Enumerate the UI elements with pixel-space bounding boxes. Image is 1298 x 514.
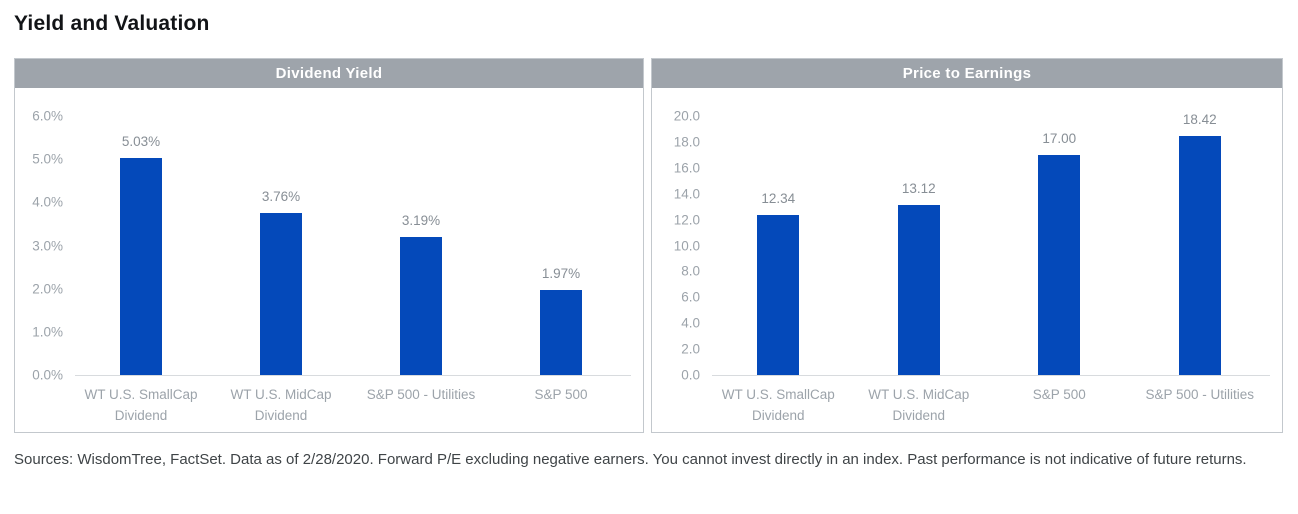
y-tick-label: 6.0% <box>32 108 63 124</box>
bar-value-label: 18.42 <box>1182 112 1217 128</box>
y-tick-label: 12.0 <box>673 212 700 228</box>
y-tick-label: 3.0% <box>32 238 63 253</box>
x-category-label: S&P 500 <box>534 387 588 402</box>
bar-value-label: 3.76% <box>261 188 301 204</box>
bar <box>400 237 442 375</box>
y-tick-label: 1.0% <box>32 324 63 340</box>
y-tick-label: 16.0 <box>673 160 700 176</box>
report-page: Yield and Valuation Dividend Yield 6.0% 5… <box>14 12 1283 468</box>
bar-value-label: 5.03% <box>121 133 161 149</box>
y-tick-label: 5.0% <box>32 151 63 167</box>
y-tick-label: 8.0 <box>681 263 700 279</box>
bar-value-label: 1.97% <box>541 265 581 281</box>
chart-title-dividend-yield: Dividend Yield <box>15 59 643 88</box>
bar-value-label: 13.12 <box>901 181 936 197</box>
y-tick-label: 10.0 <box>673 238 700 253</box>
y-tick-label: 2.0 <box>681 341 700 357</box>
y-tick-label: 18.0 <box>673 134 700 150</box>
x-category-label: WT U.S. MidCap Dividend <box>230 387 332 423</box>
y-tick-label: 6.0 <box>681 289 700 305</box>
charts-row: Dividend Yield 6.0% 5.0% 4.0% 3.0% 2.0% 1.0% 0… <box>14 58 1283 433</box>
x-category-label: S&P 500 <box>1032 387 1086 402</box>
y-tick-label: 4.0 <box>681 315 700 331</box>
chart-panel-price-to-earnings: Price to Earnings 20.0 18.0 16.0 14.0 12.0 10… <box>651 58 1283 433</box>
y-tick-label: 0.0% <box>32 367 63 383</box>
bar <box>540 289 582 375</box>
bar <box>757 215 800 375</box>
bar-value-label: 12.34 <box>761 191 796 207</box>
x-category-label: WT U.S. MidCap Dividend <box>868 387 970 423</box>
bar <box>120 157 162 375</box>
x-category-label: S&P 500 - Utilities <box>366 387 476 402</box>
x-axis-line <box>75 375 631 376</box>
y-tick-label: 0.0 <box>681 367 700 383</box>
source-note: Sources: WisdomTree, FactSet. Data as of… <box>14 451 1247 468</box>
y-tick-label: 20.0 <box>673 108 700 124</box>
chart-plot-price-to-earnings: 20.0 18.0 16.0 14.0 12.0 10.0 8.0 6.0 4.0 2.0 0.0 1… <box>652 88 1282 432</box>
y-tick-label: 14.0 <box>673 186 700 202</box>
y-tick-label: 2.0% <box>32 281 63 297</box>
y-tick-label: 4.0% <box>32 194 63 210</box>
x-category-label: WT U.S. SmallCap Dividend <box>721 387 835 423</box>
x-axis-line <box>712 375 1270 376</box>
x-category-label: WT U.S. SmallCap Dividend <box>84 387 198 423</box>
chart-panel-dividend-yield: Dividend Yield 6.0% 5.0% 4.0% 3.0% 2.0% 1.0% 0… <box>14 58 644 433</box>
x-category-label: S&P 500 - Utilities <box>1145 387 1255 402</box>
page-title: Yield and Valuation <box>14 12 210 35</box>
bar <box>260 212 302 375</box>
bar-value-label: 3.19% <box>401 213 441 229</box>
bar <box>897 205 940 375</box>
chart-title-price-to-earnings: Price to Earnings <box>652 59 1282 88</box>
chart-plot-dividend-yield: 6.0% 5.0% 4.0% 3.0% 2.0% 1.0% 0.0% 5.03% WT U.S.… <box>15 88 643 432</box>
bar <box>1038 154 1081 375</box>
bar-value-label: 17.00 <box>1042 130 1077 146</box>
bar <box>1178 136 1221 375</box>
